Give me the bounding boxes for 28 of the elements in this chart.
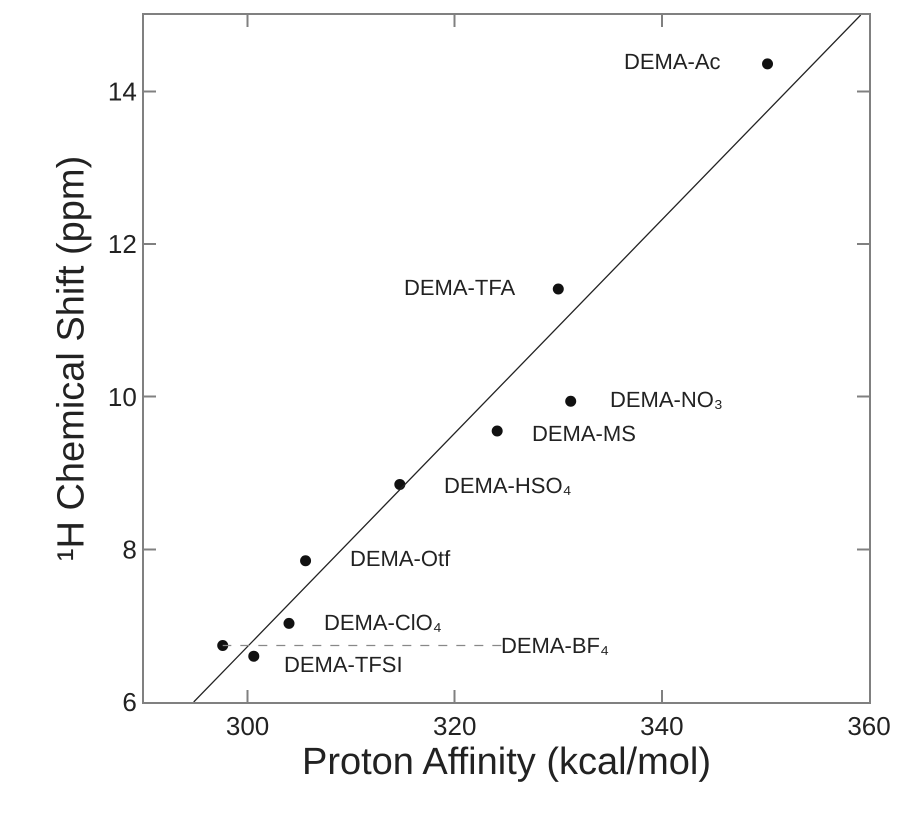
x-tick-label: 320 bbox=[433, 711, 476, 742]
point bbox=[492, 426, 503, 437]
annotation: DEMA-Ac bbox=[624, 49, 721, 74]
annotation: DEMA-HSO₄ bbox=[444, 473, 572, 498]
point bbox=[284, 618, 294, 629]
point bbox=[217, 640, 228, 652]
point bbox=[552, 284, 564, 295]
y-axis-title: ¹H Chemical Shift (ppm) bbox=[50, 156, 93, 562]
annotation: DEMA-ClO₄ bbox=[324, 610, 442, 635]
annotation: DEMA-TFA bbox=[404, 275, 516, 300]
y-tick-label: 8 bbox=[122, 534, 137, 564]
y-tick-label: 14 bbox=[108, 76, 137, 106]
y-tick-label: 12 bbox=[108, 229, 137, 260]
point bbox=[762, 58, 773, 70]
y-tick-label: 10 bbox=[108, 382, 137, 412]
x-tick-label: 340 bbox=[640, 711, 684, 742]
annotation: DEMA-Otf bbox=[350, 546, 452, 571]
x-axis-title: Proton Affinity (kcal/mol) bbox=[302, 741, 712, 784]
x-tick-label: 360 bbox=[847, 711, 891, 742]
annotation: DEMA-TFSI bbox=[284, 652, 403, 677]
annotation: DEMA-MS bbox=[532, 421, 636, 446]
annotation: DEMA-BF₄ bbox=[501, 633, 609, 658]
y-tick-label: 6 bbox=[122, 687, 137, 718]
point bbox=[565, 396, 576, 407]
annotation: DEMA-NO₃ bbox=[610, 387, 723, 412]
point bbox=[248, 650, 260, 662]
point bbox=[300, 555, 312, 566]
x-tick-label: 300 bbox=[226, 711, 270, 742]
